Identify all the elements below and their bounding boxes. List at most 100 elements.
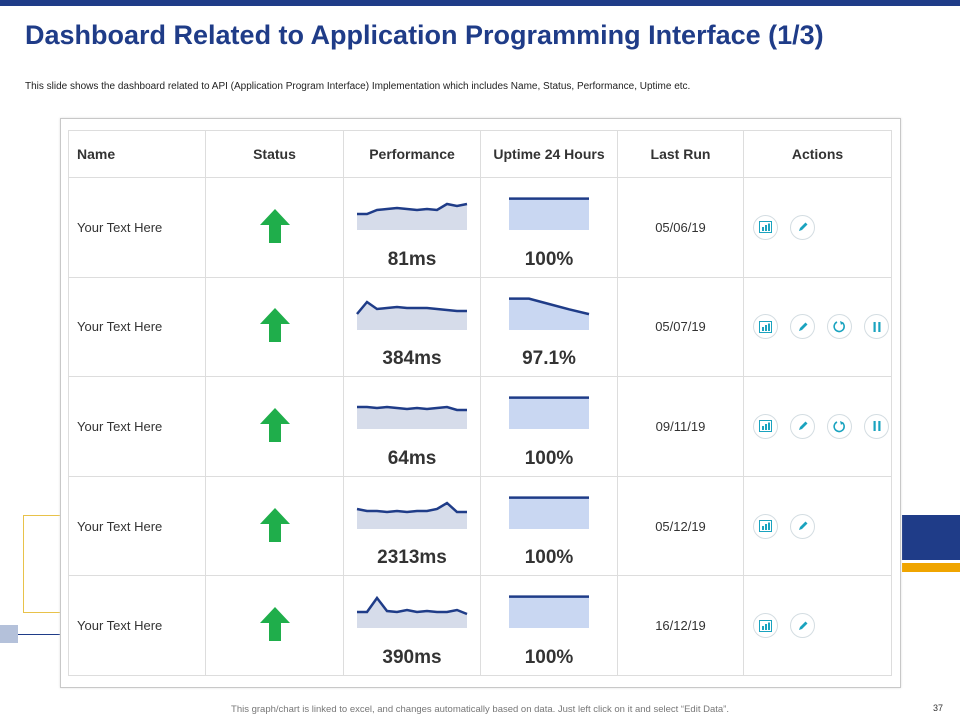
decorative-square [0, 625, 18, 643]
last-run: 05/06/19 [617, 177, 744, 278]
sparkline-area [509, 497, 589, 529]
chart-button[interactable] [753, 413, 778, 439]
table-header-row: Name Status Performance Uptime 24 Hours … [68, 130, 892, 178]
up-arrow-icon [259, 208, 290, 243]
status-cell [205, 475, 344, 577]
actions-cell [743, 177, 892, 278]
last-run: 05/07/19 [617, 276, 744, 378]
status-cell [205, 276, 344, 378]
sparkline-area [357, 598, 467, 629]
chart-button[interactable] [753, 214, 778, 240]
edit-button[interactable] [790, 613, 815, 639]
header-uptime: Uptime 24 Hours [480, 130, 618, 178]
pause-button[interactable] [864, 314, 889, 340]
sparkline-area [357, 204, 467, 230]
decorative-yellow-bar [902, 563, 960, 572]
pause-icon [873, 421, 880, 432]
sparkline-area [357, 407, 467, 430]
uptime-cell: 100% [480, 475, 618, 577]
uptime-value: 100% [524, 447, 574, 469]
decorative-outline [23, 515, 61, 613]
edit-icon [798, 621, 807, 630]
actions-cell [743, 475, 892, 577]
performance-cell: 64ms [343, 376, 481, 477]
chart-button[interactable] [753, 513, 778, 539]
performance-sparkline [357, 596, 468, 629]
edit-icon [798, 222, 807, 232]
actions-cell [743, 575, 892, 676]
performance-value: 81ms [387, 248, 437, 270]
api-name: Your Text Here [68, 177, 206, 278]
table-row: Your Text Here 2313ms 100% 05/12/19 [68, 475, 892, 577]
chart-icon [759, 420, 772, 433]
decorative-line [18, 634, 68, 635]
uptime-sparkline [509, 396, 589, 430]
performance-cell: 390ms [343, 575, 481, 676]
chart-button[interactable] [753, 613, 778, 639]
api-name: Your Text Here [68, 475, 206, 577]
pause-button[interactable] [864, 413, 889, 439]
up-arrow-icon [259, 507, 290, 542]
footer-note: This graph/chart is linked to excel, and… [231, 704, 729, 715]
sparkline-line [509, 297, 590, 315]
up-arrow-icon [259, 407, 290, 442]
uptime-value: 97.1% [522, 348, 576, 370]
uptime-cell: 97.1% [480, 276, 618, 378]
api-name: Your Text Here [68, 575, 206, 676]
sparkline-line [356, 501, 467, 514]
last-run: 05/12/19 [617, 475, 744, 577]
performance-value: 390ms [382, 646, 442, 668]
edit-button[interactable] [790, 314, 815, 340]
status-cell [205, 575, 344, 676]
page-title: Dashboard Related to Application Program… [25, 20, 824, 50]
refresh-icon [833, 321, 845, 333]
performance-value: 384ms [382, 348, 442, 370]
header-last-run: Last Run [617, 130, 744, 178]
performance-sparkline [357, 202, 468, 230]
performance-value: 2313ms [377, 547, 447, 569]
sparkline-area [357, 502, 467, 529]
chart-icon [759, 619, 772, 632]
uptime-cell: 100% [480, 177, 618, 278]
header-performance: Performance [343, 130, 481, 178]
sparkline-area [509, 298, 589, 330]
api-name: Your Text Here [68, 276, 206, 378]
sparkline-line [357, 405, 467, 412]
edit-button[interactable] [790, 513, 815, 539]
sparkline-line [356, 299, 467, 315]
api-dashboard-table: Name Status Performance Uptime 24 Hours … [68, 130, 892, 676]
chart-button[interactable] [753, 314, 778, 340]
chart-icon [759, 320, 772, 333]
chart-icon [759, 520, 772, 533]
edit-icon [798, 421, 807, 431]
sparkline-line [357, 596, 468, 616]
performance-value: 64ms [387, 447, 437, 469]
table-row: Your Text Here 81ms 100% 05/06/19 [68, 177, 892, 278]
top-bar [0, 0, 960, 6]
up-arrow-icon [259, 308, 290, 343]
table-row: Your Text Here 390ms 100% 16/12/19 [68, 575, 892, 676]
sparkline-area [509, 397, 589, 430]
status-cell [205, 376, 344, 477]
header-name: Name [68, 130, 206, 178]
uptime-cell: 100% [480, 575, 618, 676]
table-row: Your Text Here 384ms 97.1% 05/07/19 [68, 276, 892, 378]
edit-icon [798, 521, 807, 531]
uptime-sparkline [509, 297, 590, 330]
chart-icon [759, 221, 772, 234]
sparkline-area [509, 198, 589, 230]
header-actions: Actions [743, 130, 892, 178]
last-run: 16/12/19 [617, 575, 744, 676]
status-cell [205, 177, 344, 278]
edit-button[interactable] [790, 413, 815, 439]
uptime-value: 100% [524, 646, 574, 668]
uptime-sparkline [509, 595, 589, 629]
table-row: Your Text Here 64ms 100% 09/11/19 [68, 376, 892, 477]
sparkline-line [357, 202, 468, 216]
uptime-sparkline [509, 197, 589, 230]
performance-sparkline [356, 501, 467, 529]
up-arrow-icon [259, 607, 290, 642]
refresh-button[interactable] [827, 314, 852, 340]
edit-button[interactable] [790, 214, 815, 240]
refresh-button[interactable] [827, 413, 852, 439]
